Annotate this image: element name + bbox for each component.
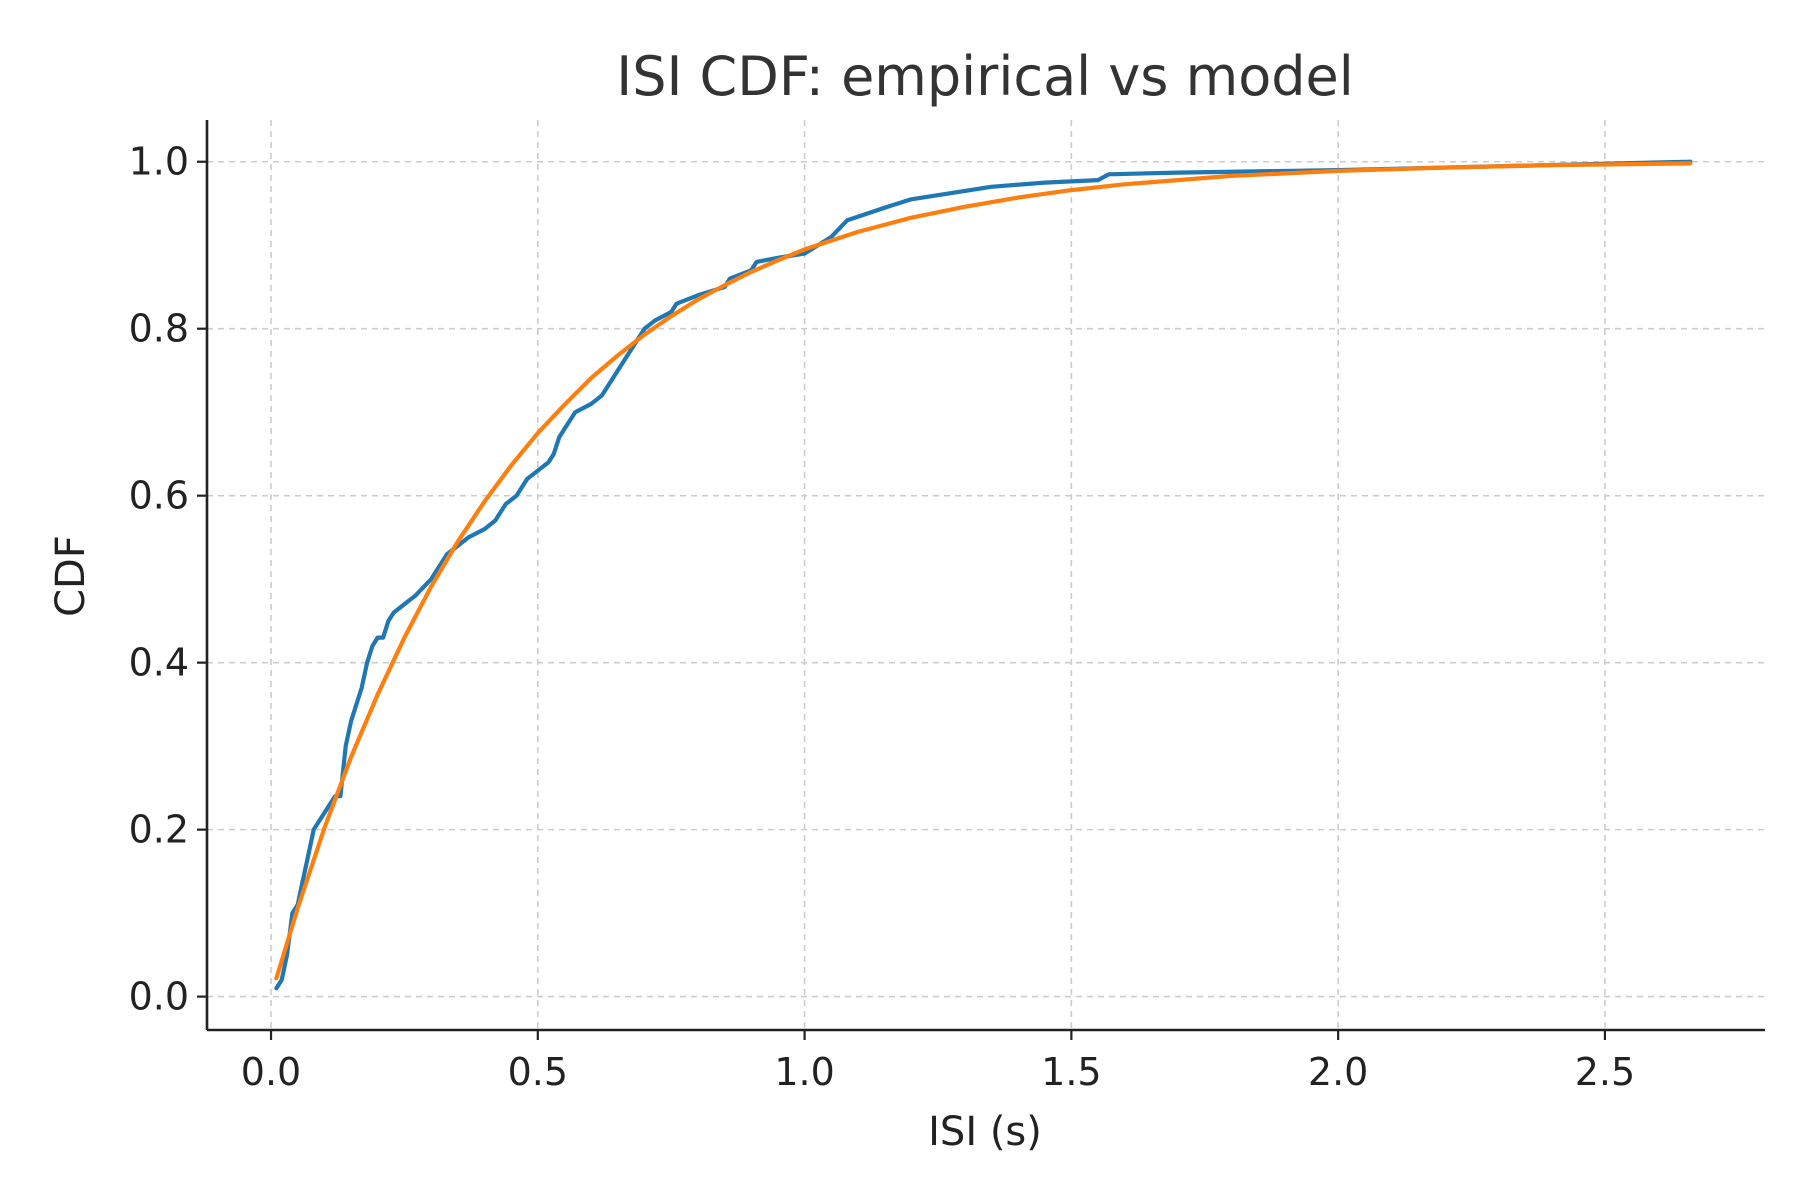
y-tick-label: 0.4 <box>129 641 189 685</box>
x-tick-label: 2.0 <box>1308 1050 1368 1094</box>
x-tick-label: 2.5 <box>1575 1050 1635 1094</box>
chart-title: ISI CDF: empirical vs model <box>616 45 1353 108</box>
series-line-1 <box>274 161 1693 981</box>
grid-layer <box>207 120 1765 1030</box>
x-tick-label: 0.0 <box>241 1050 301 1094</box>
y-tick-label: 0.0 <box>129 975 189 1019</box>
y-tick-label: 1.0 <box>129 140 189 184</box>
y-tick-label: 0.8 <box>129 307 189 351</box>
x-tick-label: 1.5 <box>1041 1050 1101 1094</box>
series-line-0 <box>274 159 1693 991</box>
series-layer <box>274 159 1693 991</box>
y-axis-label: CDF <box>48 535 94 617</box>
x-axis-label: ISI (s) <box>928 1109 1042 1155</box>
x-tick-label: 0.5 <box>508 1050 568 1094</box>
y-tick-label: 0.2 <box>129 808 189 852</box>
axes-layer: 0.0 0.5 1.0 1.5 2.0 2.5 0.0 0.2 0.4 0.6 0.8 1.0 <box>129 120 1765 1094</box>
y-tick-label: 0.6 <box>129 474 189 518</box>
x-tick-label: 1.0 <box>774 1050 834 1094</box>
